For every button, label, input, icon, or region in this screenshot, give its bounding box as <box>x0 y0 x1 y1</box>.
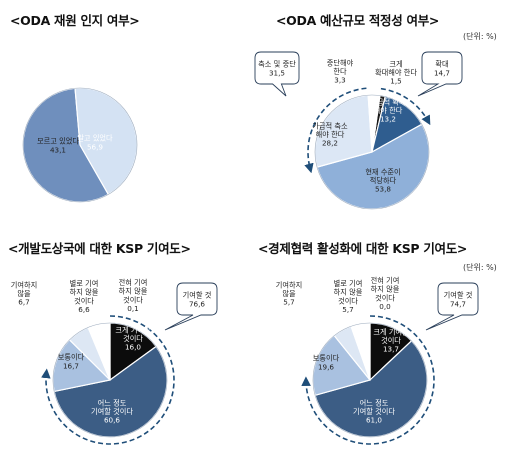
chart-2-label-4: 가급적 축소 해야 한다 28,2 <box>312 121 348 147</box>
chart-2-label-5: 중단해야 한다 3,3 <box>327 58 354 84</box>
chart-3-label-5: 별로 기여 하지 않을 것이다 6,6 <box>70 279 99 314</box>
chart-4-title: <경제협력 활성화에 대한 KSP 기여도> <box>258 241 468 256</box>
chart-4-group-contrib-text: 기여할 것 74,7 <box>444 291 473 309</box>
chart-3-label-2: 어느 정도 기여할 것이다 60,6 <box>91 398 133 424</box>
chart-4-label-4: 기여하지 않을 5,7 <box>276 280 302 306</box>
chart-3-label-1: 크게 기여할 것이다 16,0 <box>115 325 151 351</box>
chart-3-group-contrib-bubble <box>164 282 218 331</box>
chart-2-group-reduce-bubble <box>254 51 300 97</box>
chart-4-outline <box>312 322 428 438</box>
chart-4-unit: (단위: %) <box>463 263 497 272</box>
chart-2-label-2: 가급적 확대 해야 한다 13,2 <box>370 97 405 123</box>
chart-2-group-expand-text: 확대 14,7 <box>434 60 450 78</box>
chart-4-label-1: 크게 기여할 것이다 13,7 <box>373 327 409 353</box>
chart-4-label-6: 전혀 기여 하지 않을 것이다 0,0 <box>371 276 400 311</box>
chart-4-label-3: 보통이다 19,6 <box>313 354 340 372</box>
chart-4-label-5: 별로 기여 하지 않을 것이다 5,7 <box>334 279 363 314</box>
chart-2-group-expand-bubble <box>417 51 463 97</box>
chart-2-label-1: 크게 확대해야 한다 1,5 <box>375 59 417 85</box>
chart-2-reduce-arc <box>304 87 367 174</box>
chart-3-label-3: 보통이다 16,7 <box>58 353 85 371</box>
chart-3-contrib-arc <box>41 315 175 445</box>
chart-2-label-3: 현재 수준이 적당하다 53,8 <box>365 167 400 193</box>
chart-3-title: <개발도상국에 대한 KSP 기여도> <box>8 241 191 256</box>
chart-2-title: <ODA 예산규모 적정성 여부> <box>276 13 440 28</box>
chart-1-title: <ODA 재원 인지 여부> <box>10 13 140 28</box>
chart-2-outline <box>314 94 430 210</box>
chart-2-unit: (단위: %) <box>463 32 497 41</box>
chart-4-label-2: 어느 정도 기여할 것이다 61,0 <box>353 398 395 424</box>
chart-1-label-2: 모르고 있었다 43,1 <box>37 137 79 155</box>
chart-4-group-contrib-bubble <box>425 282 479 331</box>
chart-1-label-1: 알고 있었다 56,9 <box>77 134 113 152</box>
chart-3-group-contrib-text: 기여할 것 76,6 <box>183 291 212 309</box>
chart-3-label-4: 기여하지 않을 6,7 <box>11 280 37 306</box>
chart-1-outline <box>22 87 138 203</box>
chart-3-label-6: 전혀 기여 하지 않을 것이다 0,1 <box>119 278 148 313</box>
chart-3-outline <box>52 322 168 438</box>
chart-2-group-reduce-text: 축소 및 중단 31,5 <box>258 60 296 78</box>
